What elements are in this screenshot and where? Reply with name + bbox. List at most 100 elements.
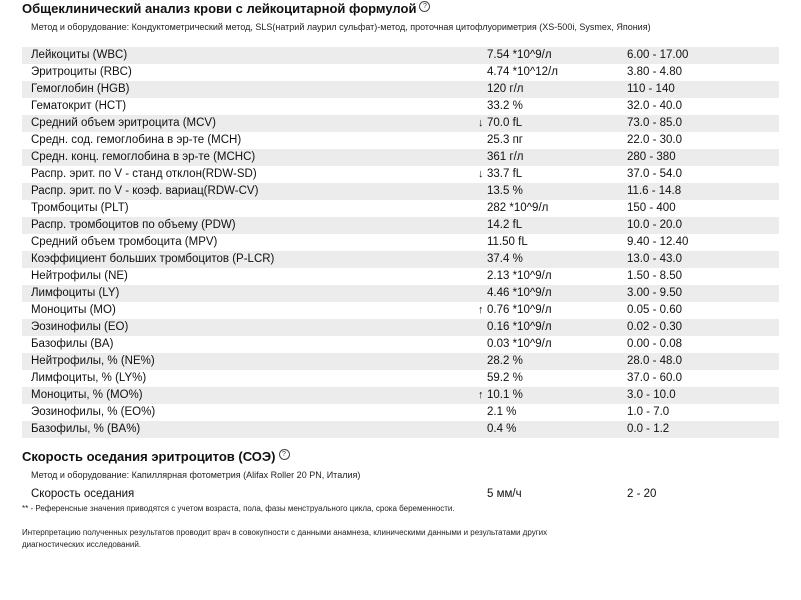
- test-value-text: 361 г/л: [487, 151, 524, 163]
- test-value: 13.5 %: [487, 183, 523, 200]
- table-row: Распр. эрит. по V - станд отклон(RDW-SD)…: [22, 166, 779, 183]
- table-row: Распр. эрит. по V - коэф. вариац(RDW-CV)…: [22, 183, 779, 200]
- test-reference: 73.0 - 85.0: [627, 117, 682, 129]
- test-value-text: 25.3 пг: [487, 134, 523, 146]
- test-name: Распр. эрит. по V - станд отклон(RDW-SD): [31, 168, 257, 180]
- esr-method: Метод и оборудование: Капиллярная фотоме…: [31, 470, 361, 480]
- table-row: Лимфоциты, % (LY%) 59.2 % 37.0 - 60.0: [22, 370, 779, 387]
- table-row: Распр. тромбоцитов по объему (PDW) 14.2 f…: [22, 217, 779, 234]
- table-row: Эозинофилы, % (EO%) 2.1 % 1.0 - 7.0: [22, 404, 779, 421]
- arrow-up-icon: ↑: [478, 304, 484, 316]
- test-name: Моноциты, % (MO%): [31, 389, 143, 401]
- test-value-text: 33.2 %: [487, 100, 523, 112]
- test-value: 120 г/л: [487, 81, 523, 98]
- test-reference: 280 - 380: [627, 151, 676, 163]
- table-row: Гематокрит (HCT) 33.2 % 32.0 - 40.0: [22, 98, 779, 115]
- test-reference: 3.00 - 9.50: [627, 287, 682, 299]
- esr-test-value: 5 мм/ч: [487, 488, 522, 500]
- test-name: Базофилы (BA): [31, 338, 114, 350]
- test-name: Средний объем тромбоцита (MPV): [31, 236, 218, 248]
- test-value: 11.50 fL: [487, 234, 528, 251]
- test-value-text: 0.03 *10^9/л: [487, 338, 552, 350]
- test-value-text: 4.74 *10^12/л: [487, 66, 558, 78]
- test-reference: 0.02 - 0.30: [627, 321, 682, 333]
- test-name: Лимфоциты, % (LY%): [31, 372, 147, 384]
- test-reference: 1.50 - 8.50: [627, 270, 682, 282]
- test-value: ↓ 70.0 fL: [478, 115, 522, 132]
- test-reference: 37.0 - 54.0: [627, 168, 682, 180]
- table-row: Моноциты, % (MO%) ↑ 10.1 % 3.0 - 10.0: [22, 387, 779, 404]
- interpretation-note: Интерпретацию полученных результатов про…: [22, 528, 548, 549]
- arrow-up-icon: ↑: [478, 389, 484, 401]
- table-row: Средний объем эритроцита (MCV) ↓ 70.0 fL 73…: [22, 115, 779, 132]
- test-name: Средн. конц. гемоглобина в эр-те (MCHC): [31, 151, 256, 163]
- help-icon[interactable]: ?: [419, 1, 431, 12]
- test-name: Моноциты (MO): [31, 304, 116, 316]
- table-row: Базофилы (BA) 0.03 *10^9/л 0.00 - 0.08: [22, 336, 779, 353]
- esr-test-reference: 2 - 20: [627, 488, 657, 500]
- test-reference: 9.40 - 12.40: [627, 236, 689, 248]
- test-value-text: 28.2 %: [487, 355, 523, 367]
- test-value: 37.4 %: [487, 251, 523, 268]
- table-row: Базофилы, % (BA%) 0.4 % 0.0 - 1.2: [22, 421, 779, 438]
- test-value: 14.2 fL: [487, 217, 522, 234]
- test-name: Тромбоциты (PLT): [31, 202, 129, 214]
- arrow-down-icon: ↓: [478, 168, 484, 180]
- test-name: Средн. сод. гемоглобина в эр-те (MCH): [31, 134, 242, 146]
- test-value: 361 г/л: [487, 149, 523, 166]
- table-row: Коэффициент больших тромбоцитов (P-LCR) 3…: [22, 251, 779, 268]
- table-row: Эозинофилы (EO) 0.16 *10^9/л 0.02 - 0.30: [22, 319, 779, 336]
- test-value: 25.3 пг: [487, 132, 523, 149]
- test-value: 2.13 *10^9/л: [487, 268, 552, 285]
- test-value: ↑ 10.1 %: [478, 387, 523, 404]
- test-reference: 22.0 - 30.0: [627, 134, 682, 146]
- cbc-results-table: Лейкоциты (WBC) 7.54 *10^9/л 6.00 - 17.00 Э…: [22, 47, 779, 438]
- test-name: Эозинофилы (EO): [31, 321, 129, 333]
- help-icon[interactable]: ?: [278, 449, 290, 460]
- test-value-text: 37.4 %: [487, 253, 523, 265]
- test-name: Нейтрофилы, % (NE%): [31, 355, 155, 367]
- test-name: Лейкоциты (WBC): [31, 49, 128, 61]
- esr-title-text: Скорость оседания эритроцитов (СОЭ): [22, 449, 276, 464]
- test-reference: 150 - 400: [627, 202, 676, 214]
- test-name: Гематокрит (HCT): [31, 100, 127, 112]
- test-value: 0.4 %: [487, 421, 516, 438]
- test-name: Коэффициент больших тромбоцитов (P-LCR): [31, 253, 275, 265]
- test-value-text: 120 г/л: [487, 83, 524, 95]
- table-row: Лимфоциты (LY) 4.46 *10^9/л 3.00 - 9.50: [22, 285, 779, 302]
- test-name: Лимфоциты (LY): [31, 287, 120, 299]
- table-row: Эритроциты (RBC) 4.74 *10^12/л 3.80 - 4.80: [22, 64, 779, 81]
- test-value-text: 0.4 %: [487, 423, 517, 435]
- test-value: 2.1 %: [487, 404, 516, 421]
- test-value-text: 2.1 %: [487, 406, 517, 418]
- test-value-text: 7.54 *10^9/л: [487, 49, 552, 61]
- esr-result-row: Скорость оседания 5 мм/ч 2 - 20: [31, 486, 779, 503]
- test-name: Нейтрофилы (NE): [31, 270, 128, 282]
- esr-title: Скорость оседания эритроцитов (СОЭ)?: [22, 449, 290, 464]
- arrow-down-icon: ↓: [478, 117, 484, 129]
- test-value-text: 4.46 *10^9/л: [487, 287, 552, 299]
- cbc-title-text: Общеклинический анализ крови с лейкоцита…: [22, 1, 417, 16]
- table-row: Нейтрофилы (NE) 2.13 *10^9/л 1.50 - 8.50: [22, 268, 779, 285]
- test-reference: 11.6 - 14.8: [627, 185, 682, 197]
- table-row: Нейтрофилы, % (NE%) 28.2 % 28.0 - 48.0: [22, 353, 779, 370]
- test-reference: 37.0 - 60.0: [627, 372, 682, 384]
- test-reference: 32.0 - 40.0: [627, 100, 682, 112]
- test-reference: 0.05 - 0.60: [627, 304, 682, 316]
- test-value-text: 0.16 *10^9/л: [487, 321, 552, 333]
- test-value: 33.2 %: [487, 98, 523, 115]
- table-row: Средн. конц. гемоглобина в эр-те (MCHC) 3…: [22, 149, 779, 166]
- table-row: Гемоглобин (HGB) 120 г/л 110 - 140: [22, 81, 779, 98]
- table-row: Моноциты (MO) ↑ 0.76 *10^9/л 0.05 - 0.60: [22, 302, 779, 319]
- test-reference: 0.0 - 1.2: [627, 423, 670, 435]
- test-reference: 3.0 - 10.0: [627, 389, 676, 401]
- test-reference: 10.0 - 20.0: [627, 219, 682, 231]
- test-value: 282 *10^9/л: [487, 200, 548, 217]
- test-reference: 110 - 140: [627, 83, 675, 95]
- test-value: 0.03 *10^9/л: [487, 336, 552, 353]
- test-value-text: 59.2 %: [487, 372, 523, 384]
- table-row: Тромбоциты (PLT) 282 *10^9/л 150 - 400: [22, 200, 779, 217]
- test-value: 7.54 *10^9/л: [487, 47, 552, 64]
- test-value: 0.16 *10^9/л: [487, 319, 552, 336]
- test-value: ↑ 0.76 *10^9/л: [478, 302, 552, 319]
